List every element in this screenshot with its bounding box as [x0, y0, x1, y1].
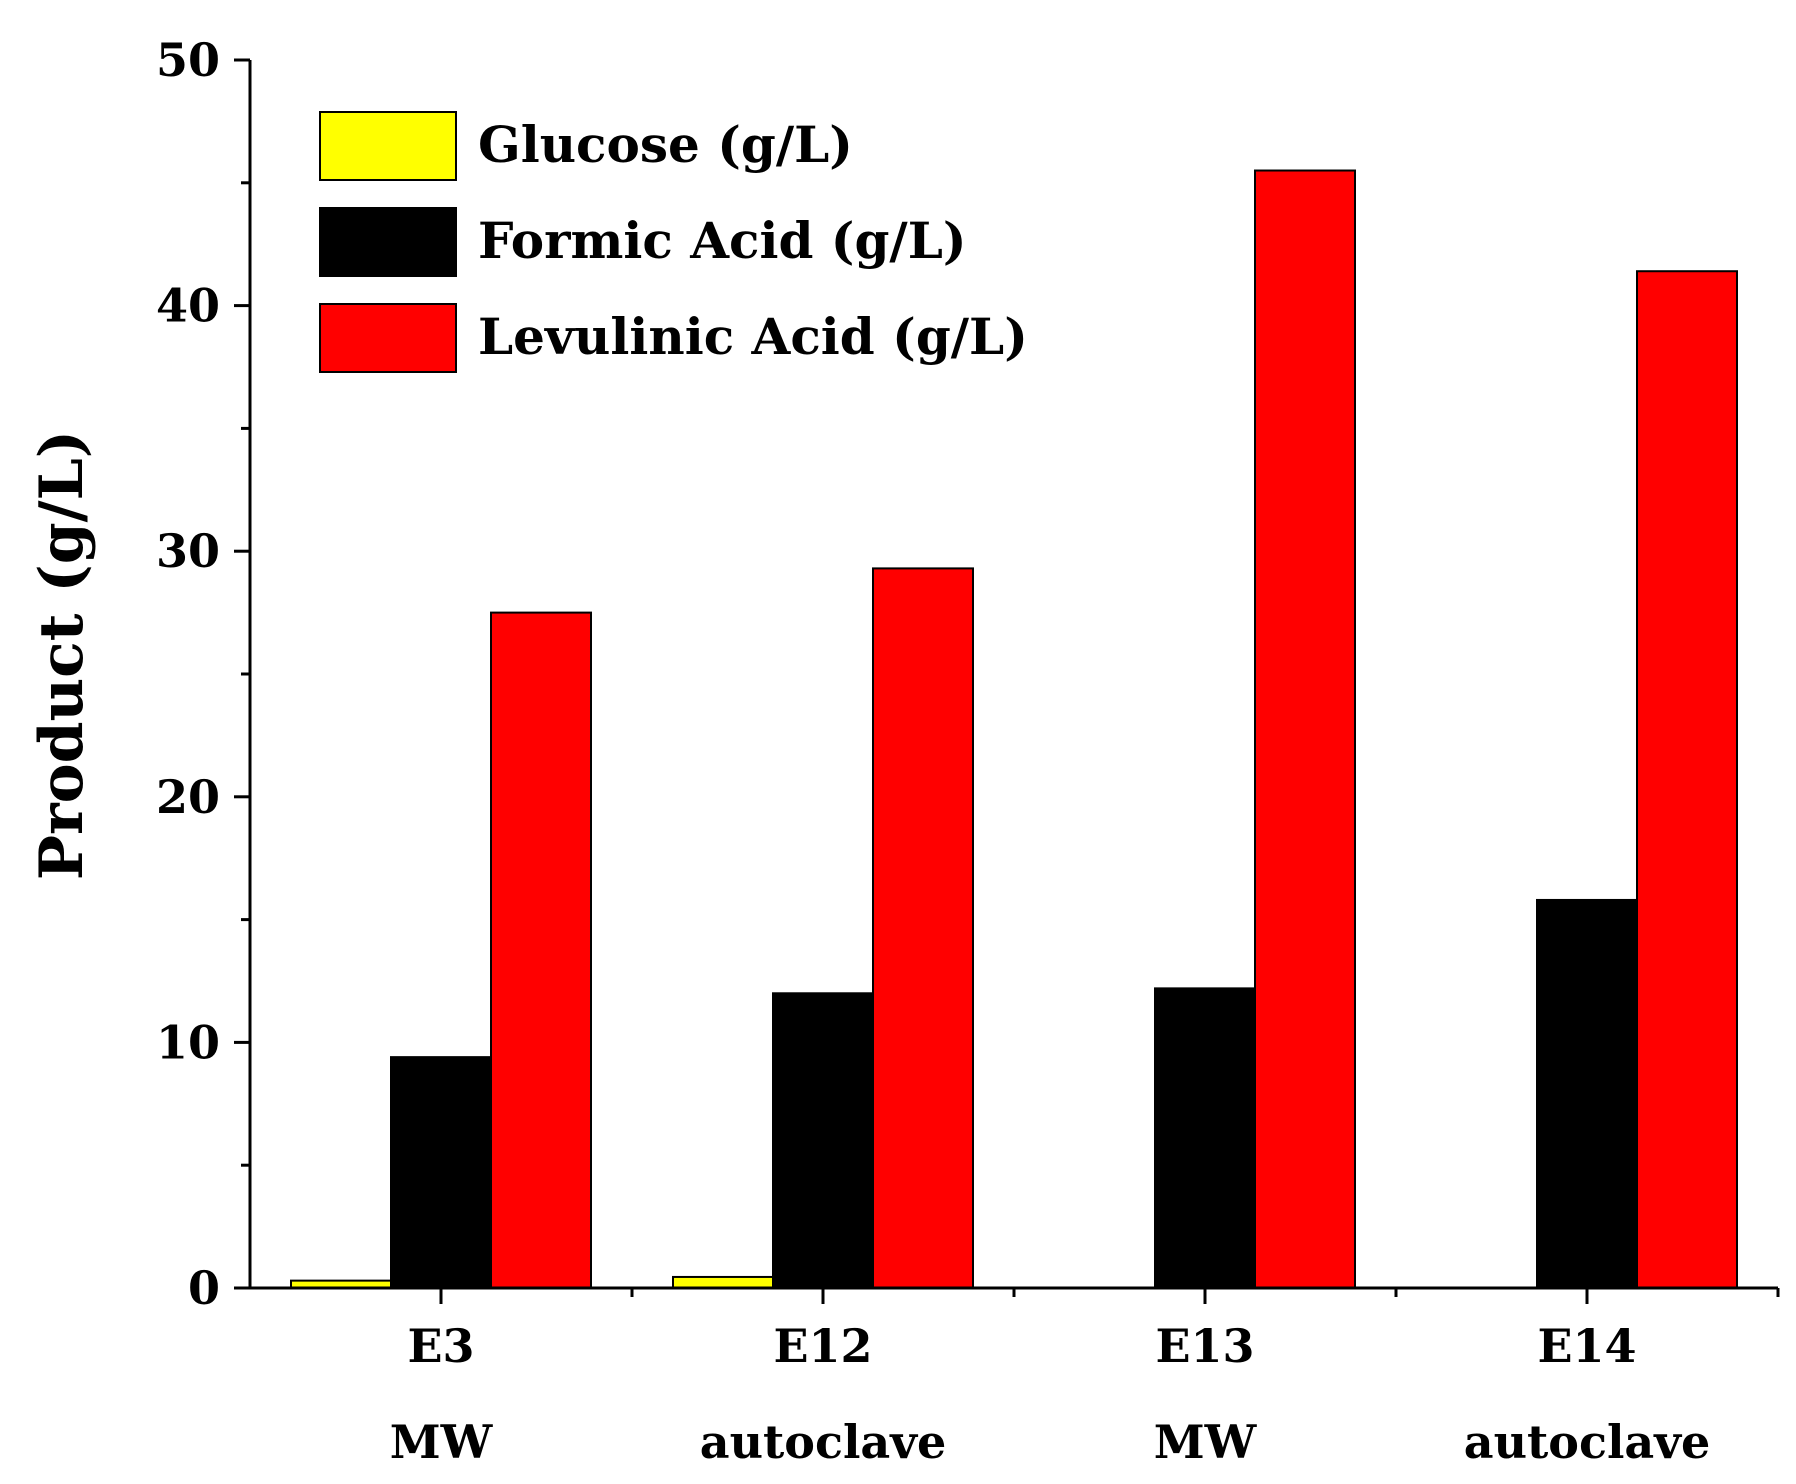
- legend-swatch-levulinic: [319, 303, 457, 373]
- legend: Glucose (g/L) Formic Acid (g/L) Levulinic …: [319, 111, 1028, 373]
- bar-formic-e14: [1536, 898, 1638, 1290]
- legend-label: Glucose (g/L): [478, 115, 853, 174]
- legend-label: Formic Acid (g/L): [478, 211, 967, 270]
- bar-levulinic-e14: [1636, 270, 1738, 1289]
- bars-layer: [290, 169, 1738, 1290]
- x-tick-label-method: autoclave: [1464, 1415, 1710, 1469]
- bar-formic-e13: [1154, 987, 1256, 1289]
- y-tick-label: 20: [156, 770, 220, 824]
- legend-swatch-formic: [319, 207, 457, 277]
- legend-label: Levulinic Acid (g/L): [478, 307, 1028, 366]
- y-tick-label: 10: [156, 1015, 220, 1069]
- bar-levulinic-e12: [872, 567, 974, 1289]
- x-tick-label-method: MW: [1154, 1415, 1258, 1469]
- y-tick-label: 40: [156, 279, 220, 333]
- x-tick-label-code: E12: [773, 1319, 872, 1373]
- y-tick-label: 0: [188, 1261, 220, 1315]
- y-tick-label: 30: [156, 524, 220, 578]
- x-tick-label-code: E13: [1155, 1319, 1254, 1373]
- bar-glucose-e12: [672, 1275, 774, 1289]
- x-ticks: E3 MW E12 autoclave E13 MW E14 autoclave: [390, 1288, 1780, 1469]
- bar-formic-e12: [772, 992, 874, 1290]
- x-tick-label-code: E3: [407, 1319, 474, 1373]
- bar-levulinic-e13: [1254, 169, 1356, 1289]
- y-ticks: 0 10 20 30 40 50: [156, 33, 250, 1315]
- x-tick-label-method: MW: [390, 1415, 494, 1469]
- y-tick-label: 50: [156, 33, 220, 87]
- legend-swatch-glucose: [319, 111, 457, 181]
- x-tick-label-method: autoclave: [700, 1415, 946, 1469]
- x-tick-label-code: E14: [1537, 1319, 1636, 1373]
- y-axis-title: Product (g/L): [27, 430, 97, 880]
- bar-levulinic-e3: [490, 611, 592, 1289]
- bar-formic-e3: [390, 1056, 492, 1289]
